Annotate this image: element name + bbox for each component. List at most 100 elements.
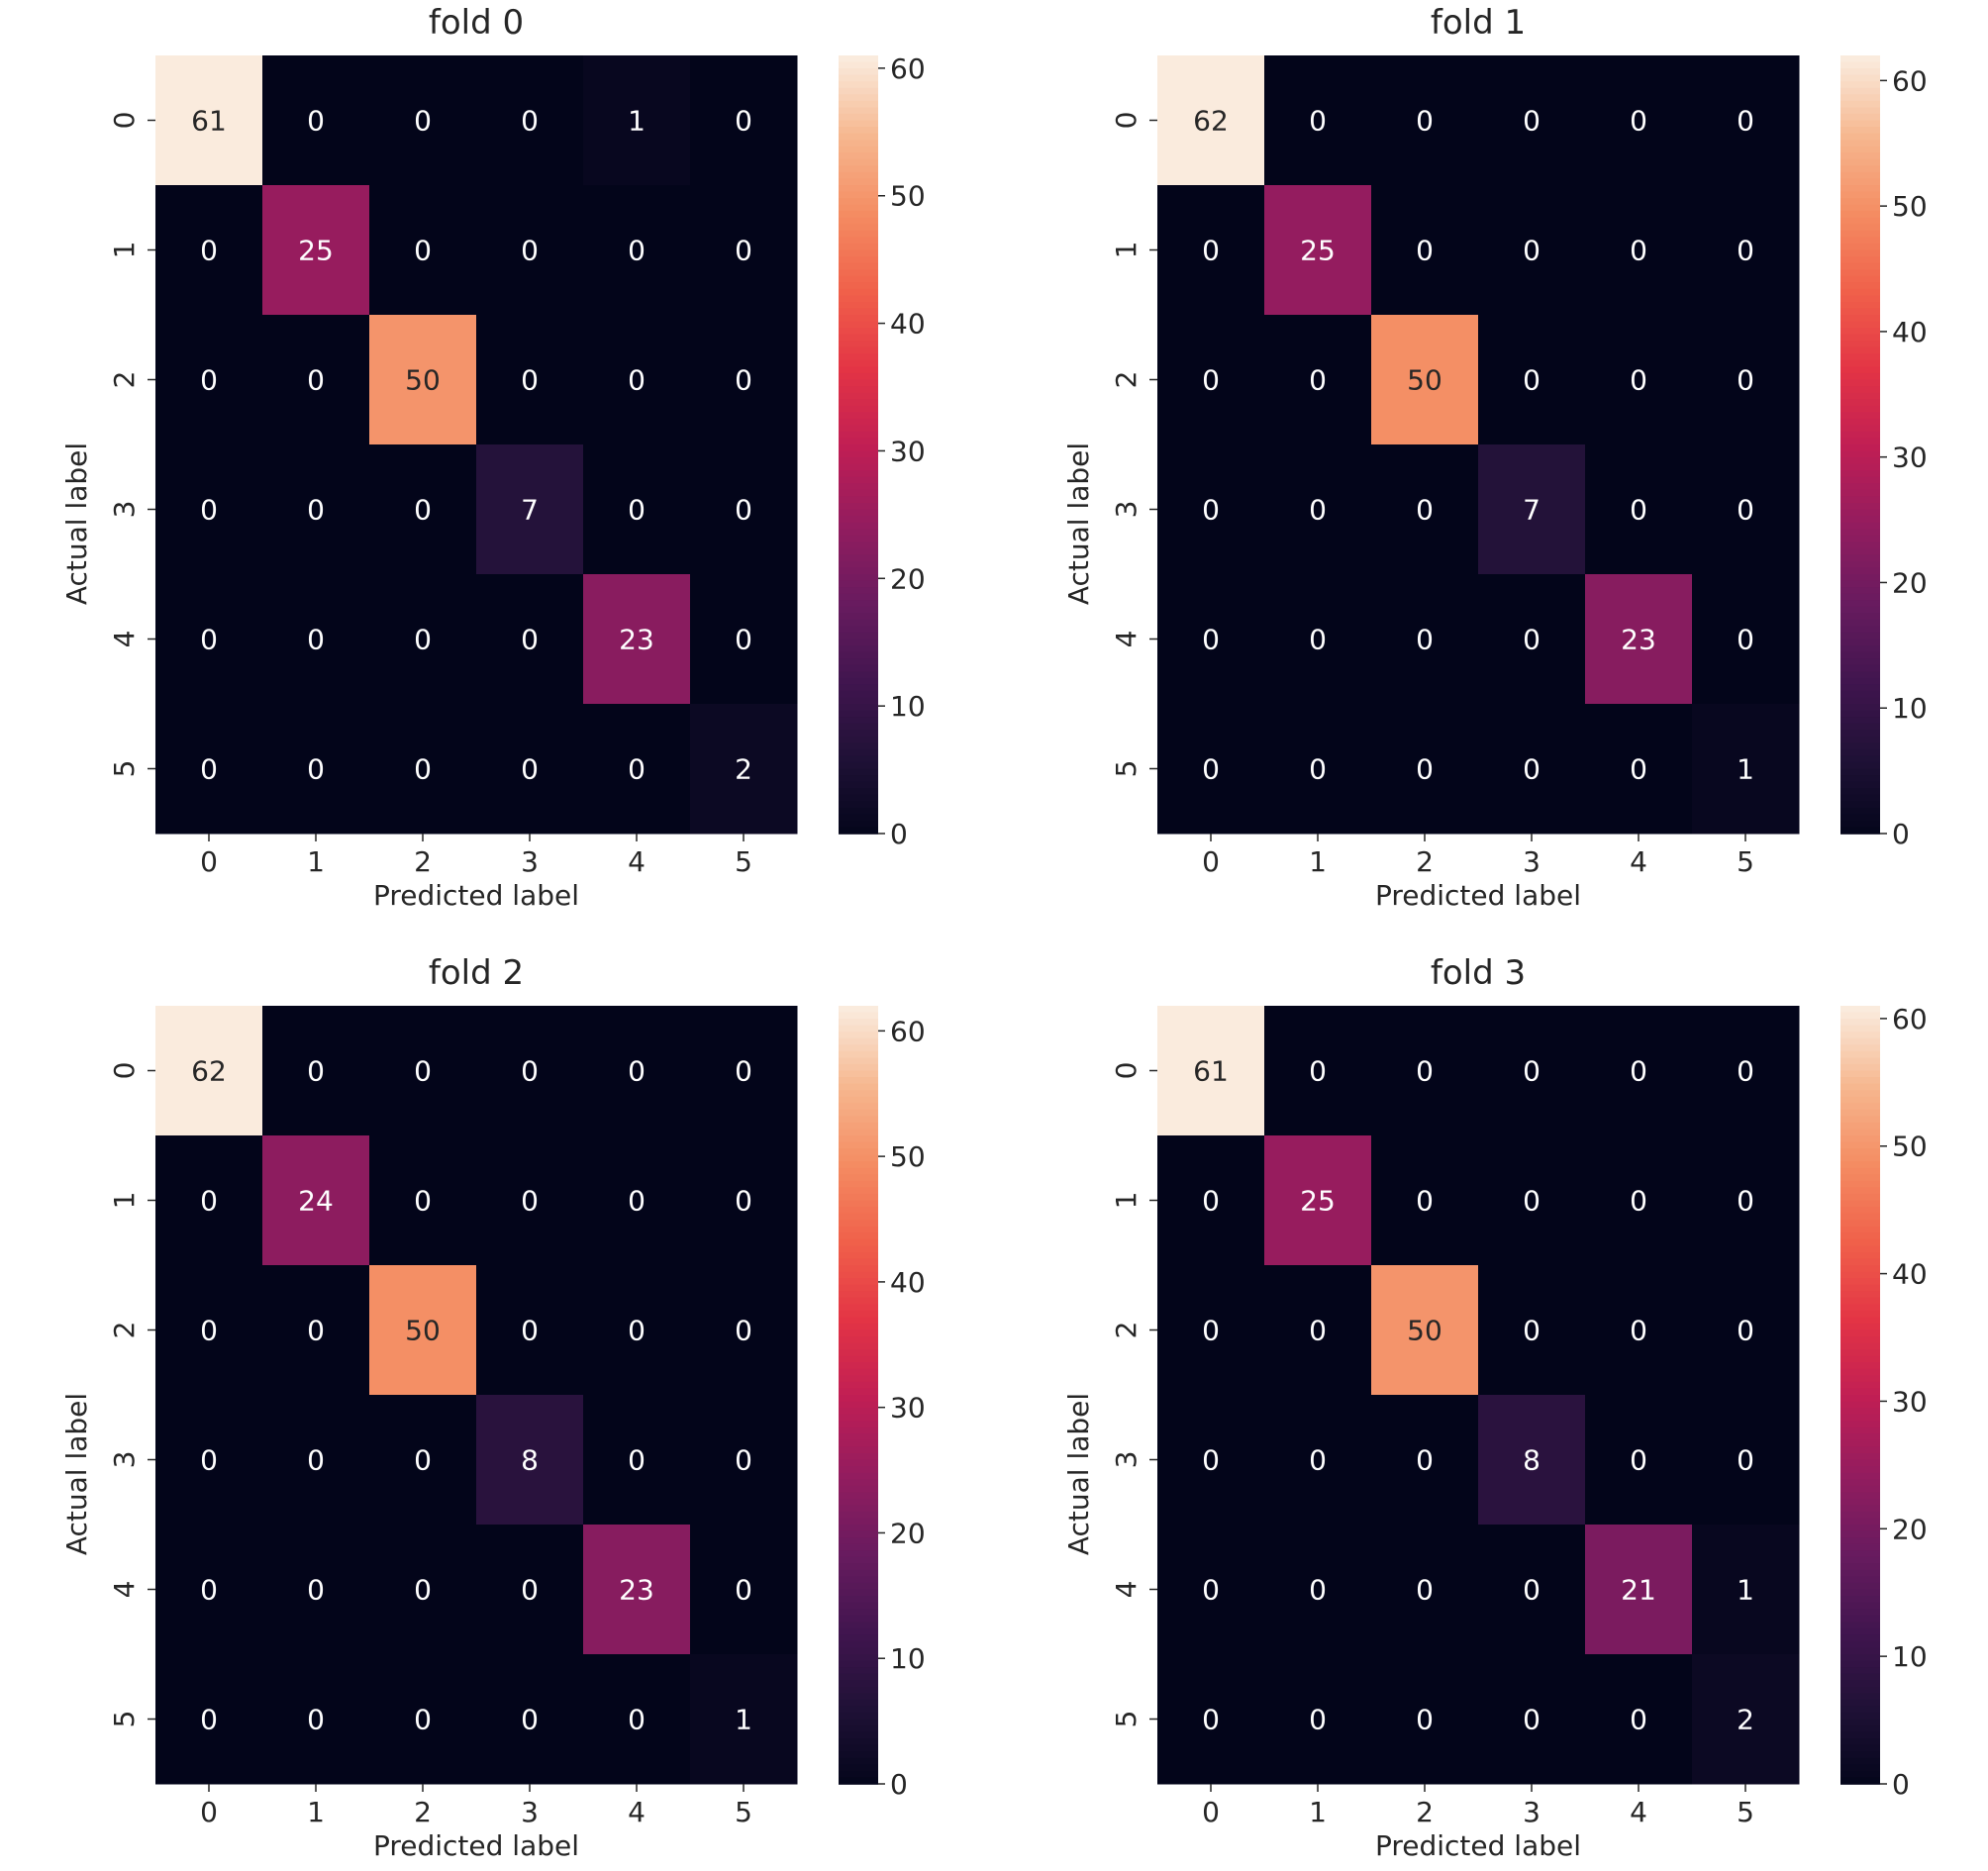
heatmap-cell: [1371, 1135, 1479, 1266]
colorbar-segment: [1840, 522, 1880, 530]
colorbar-segment: [839, 386, 878, 394]
cell-value-label: 0: [307, 1444, 325, 1477]
cell-value-label: 0: [1309, 494, 1327, 527]
colorbar-segment: [839, 282, 878, 290]
colorbar-segment: [839, 1362, 878, 1370]
colorbar-segment: [839, 1537, 878, 1545]
cell-value-label: 1: [1737, 1574, 1754, 1607]
colorbar-segment: [1840, 1141, 1880, 1149]
heatmap-cell: [369, 1395, 477, 1526]
heatmap-cell: [1478, 1265, 1586, 1396]
colorbar-segment: [839, 1757, 878, 1766]
cell-value-label: 0: [414, 1704, 432, 1736]
colorbar-segment: [839, 315, 878, 323]
cell-value-label: 0: [521, 624, 539, 656]
colorbar-segment: [1840, 1096, 1880, 1105]
cell-value-label: 2: [735, 753, 752, 786]
colorbar-segment: [839, 308, 878, 316]
heatmap-cell: [690, 1135, 798, 1266]
colorbar-segment: [1840, 1550, 1880, 1558]
colorbar-segment: [839, 1452, 878, 1461]
colorbar-segment: [1840, 1673, 1880, 1681]
colorbar-segment: [839, 1122, 878, 1131]
colorbar-segment: [839, 560, 878, 569]
colorbar-segment: [839, 1576, 878, 1584]
colorbar-segment: [839, 547, 878, 556]
colorbar-segment: [839, 1764, 878, 1772]
colorbar-segment: [1840, 1452, 1880, 1461]
cell-value-label: 0: [628, 1055, 646, 1088]
colorbar-segment: [839, 748, 878, 757]
x-tick-label: 3: [1523, 1796, 1541, 1828]
colorbar-segment: [839, 1569, 878, 1578]
heatmap-cell: [690, 185, 798, 316]
colorbar-segment: [839, 1505, 878, 1513]
colorbar-segment: [1840, 392, 1880, 400]
y-axis-label: Actual label: [60, 1393, 93, 1555]
heatmap-panel: fold 061 0 0 0 1 00 25 0 0 0 00 0 50 0 0 00 0 0 7 0 00 0 0 0 23 0…: [60, 3, 926, 912]
colorbar-segment: [839, 690, 878, 699]
colorbar-segment: [1840, 1640, 1880, 1649]
colorbar-segment: [839, 185, 878, 193]
colorbar-segment: [839, 1323, 878, 1331]
colorbar-tick-label: 50: [890, 180, 926, 213]
colorbar-segment: [839, 1602, 878, 1610]
heatmap-cell: [1157, 1654, 1265, 1785]
heatmap-cell: [1371, 185, 1479, 316]
colorbar-segment: [1840, 1329, 1880, 1337]
colorbar-segment: [839, 470, 878, 478]
x-tick-label: 4: [628, 1796, 646, 1828]
colorbar-segment: [1840, 315, 1880, 323]
colorbar-segment: [1840, 269, 1880, 277]
cell-value-label: 0: [1202, 1444, 1220, 1477]
colorbar-segment: [1840, 542, 1880, 549]
colorbar-segment: [839, 237, 878, 245]
colorbar-segment: [839, 1479, 878, 1487]
colorbar-segment: [1840, 1032, 1880, 1039]
cell-value-label: 61: [1193, 1055, 1229, 1088]
heatmap-cell: [1371, 55, 1479, 186]
cell-value-label: 0: [200, 1185, 218, 1218]
cell-value-label: 0: [1737, 105, 1754, 138]
colorbar-segment: [839, 133, 878, 141]
cell-value-label: 2: [1737, 1704, 1754, 1736]
colorbar-segment: [1840, 748, 1880, 757]
cell-value-label: 0: [200, 1704, 218, 1736]
heatmap-cell: [369, 1265, 477, 1396]
heatmap-cell: [369, 444, 477, 575]
colorbar-tick-label: 50: [890, 1140, 926, 1173]
colorbar-segment: [839, 1719, 878, 1726]
colorbar-segment: [1840, 463, 1880, 471]
heatmap-cell: [476, 185, 584, 316]
colorbar-segment: [839, 1777, 878, 1785]
cell-value-label: 0: [521, 1704, 539, 1736]
colorbar-tick-label: 40: [890, 1266, 926, 1299]
colorbar-segment: [1840, 120, 1880, 128]
cell-value-label: 0: [1309, 1055, 1327, 1088]
colorbar-segment: [839, 140, 878, 148]
colorbar-segment: [839, 1511, 878, 1520]
colorbar-segment: [1840, 321, 1880, 329]
colorbar-segment: [839, 1525, 878, 1532]
colorbar-segment: [839, 334, 878, 342]
cell-value-label: 0: [307, 753, 325, 786]
x-tick-label: 0: [200, 845, 218, 878]
heatmap-cell: [155, 1654, 263, 1785]
cell-value-label: 0: [735, 1055, 752, 1088]
heatmap-cell: [1692, 704, 1800, 835]
cell-value-label: 0: [735, 105, 752, 138]
cell-value-label: 0: [200, 1444, 218, 1477]
heatmap-cell: [1371, 315, 1479, 445]
cell-value-label: 0: [414, 624, 432, 656]
colorbar-segment: [1840, 632, 1880, 640]
heatmap-cell: [690, 1006, 798, 1136]
colorbar-segment: [1840, 1505, 1880, 1513]
colorbar-segment: [839, 1388, 878, 1396]
cell-value-label: 0: [1630, 364, 1647, 397]
colorbar-segment: [839, 1284, 878, 1292]
colorbar-segment: [1840, 1421, 1880, 1428]
colorbar-segment: [839, 1245, 878, 1253]
colorbar-segment: [839, 529, 878, 537]
colorbar-tick-label: 10: [890, 1642, 926, 1675]
